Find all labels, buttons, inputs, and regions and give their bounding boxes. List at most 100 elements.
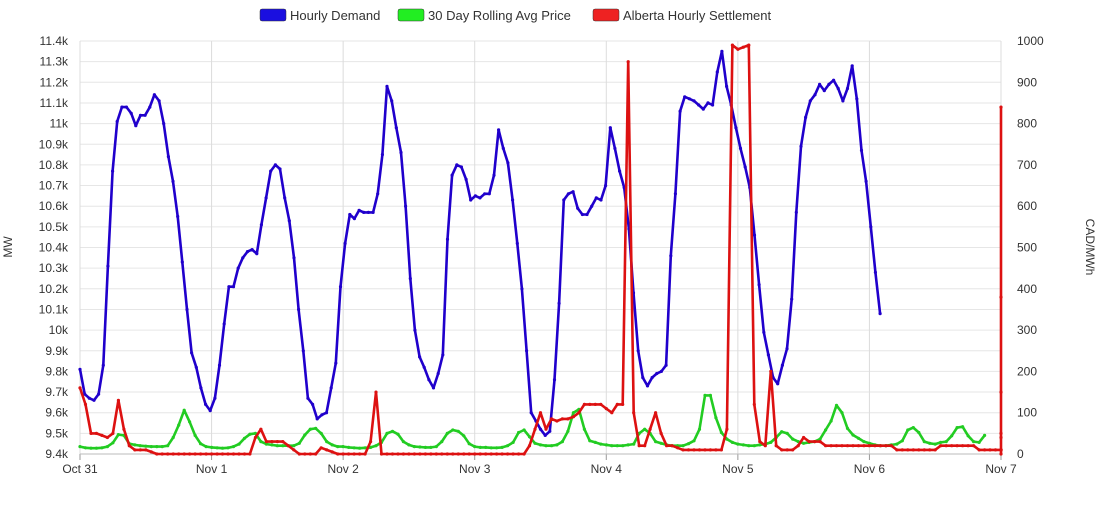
data-point	[210, 445, 214, 449]
left-y-tick-label: 10k	[49, 323, 69, 337]
data-point	[374, 390, 378, 394]
data-point	[527, 444, 532, 448]
data-point	[329, 386, 333, 390]
left-y-tick-label: 9.7k	[45, 385, 69, 399]
data-point	[665, 444, 669, 448]
data-point	[955, 426, 959, 430]
data-point	[374, 444, 378, 448]
data-point	[950, 444, 954, 448]
data-point	[162, 122, 166, 126]
data-point	[895, 448, 899, 452]
data-point	[269, 169, 273, 173]
x-tick-label: Nov 6	[854, 462, 886, 476]
data-point	[182, 408, 186, 412]
data-point	[794, 210, 798, 214]
legend-item-hourly-demand[interactable]: Hourly Demand	[259, 8, 380, 23]
data-point	[330, 443, 334, 447]
data-point	[972, 444, 976, 448]
series-line	[78, 50, 882, 437]
data-point	[966, 434, 970, 438]
data-point	[895, 442, 899, 446]
data-point	[533, 441, 537, 445]
legend[interactable]: Hourly Demand 30 Day Rolling Avg Price A…	[259, 8, 772, 23]
data-point	[621, 402, 625, 406]
data-point	[226, 446, 230, 450]
data-point	[497, 128, 501, 132]
data-point	[650, 376, 654, 380]
data-point	[259, 223, 263, 227]
data-point	[423, 445, 427, 449]
left-y-tick-label: 10.6k	[39, 199, 69, 213]
data-point	[566, 429, 570, 433]
data-point	[824, 444, 828, 448]
data-point	[785, 448, 789, 452]
data-point	[506, 452, 510, 456]
left-y-tick-label: 9.8k	[45, 364, 69, 378]
data-point	[917, 430, 921, 435]
data-point	[418, 452, 422, 456]
data-point	[330, 450, 334, 454]
right-y-axis: 0 100 200 300 400 500 600 700 800 900 1000	[1017, 34, 1044, 461]
data-point	[645, 384, 650, 388]
data-point	[222, 322, 226, 326]
legend-item-rolling-avg-price[interactable]: 30 Day Rolling Avg Price	[397, 8, 571, 23]
data-point	[149, 450, 153, 454]
data-point	[177, 423, 181, 427]
data-point	[155, 445, 159, 449]
data-point	[714, 448, 718, 452]
data-point	[804, 115, 808, 119]
data-point	[884, 444, 888, 448]
data-point	[431, 386, 436, 390]
data-point	[548, 429, 552, 433]
data-point	[127, 444, 131, 448]
data-point	[270, 440, 274, 444]
data-point	[412, 452, 416, 456]
data-point	[429, 452, 433, 456]
legend-label-rolling-avg-price: 30 Day Rolling Avg Price	[428, 8, 571, 23]
right-y-tick-label: 200	[1017, 364, 1037, 378]
right-y-tick-label: 900	[1017, 75, 1037, 89]
data-point	[363, 446, 367, 450]
data-point	[157, 99, 161, 103]
data-point	[487, 192, 491, 196]
data-point	[580, 212, 585, 217]
data-point	[869, 225, 873, 229]
data-point	[719, 430, 724, 435]
data-point	[757, 283, 761, 287]
data-point	[385, 431, 389, 435]
data-point	[670, 444, 674, 448]
legend-item-alberta-settlement[interactable]: Alberta Hourly Settlement	[592, 8, 772, 23]
data-point	[566, 192, 571, 196]
data-point	[245, 250, 250, 254]
data-point	[582, 402, 587, 406]
data-point	[911, 448, 915, 452]
data-point	[133, 443, 137, 447]
data-point	[478, 196, 482, 200]
data-point	[807, 440, 811, 444]
right-y-tick-label: 300	[1017, 323, 1037, 337]
data-point	[336, 445, 340, 449]
data-point	[873, 444, 877, 448]
data-point	[829, 419, 833, 423]
data-point	[320, 413, 324, 417]
data-point	[734, 126, 738, 130]
data-point	[678, 109, 682, 113]
data-point	[785, 347, 789, 351]
data-point	[977, 440, 981, 444]
data-point	[248, 432, 252, 436]
data-point	[89, 446, 93, 450]
data-point	[856, 444, 861, 448]
data-point	[462, 434, 466, 438]
data-point	[725, 427, 729, 431]
data-point	[199, 442, 203, 446]
data-point	[199, 386, 203, 390]
data-point	[615, 444, 619, 448]
data-point	[780, 448, 784, 452]
data-point	[648, 427, 652, 431]
data-point	[766, 353, 771, 357]
data-point	[850, 64, 854, 68]
left-y-tick-label: 10.2k	[39, 282, 69, 296]
data-point	[922, 448, 926, 452]
data-point	[334, 361, 338, 365]
data-point	[138, 444, 142, 448]
